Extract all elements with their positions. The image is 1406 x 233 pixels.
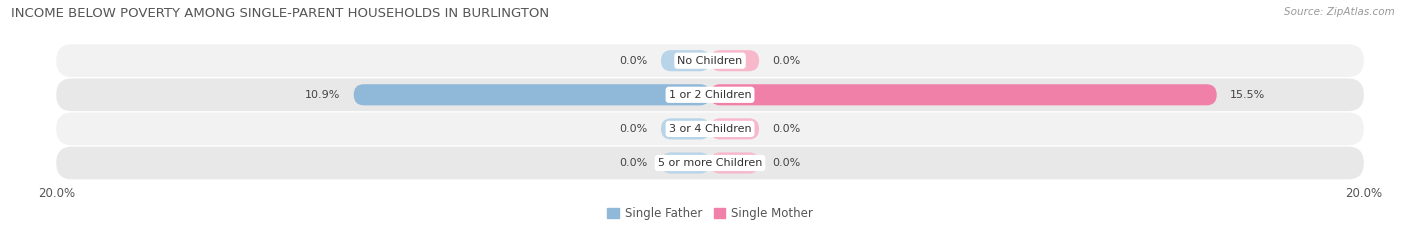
Text: 15.5%: 15.5% — [1230, 90, 1265, 100]
Text: 0.0%: 0.0% — [772, 56, 800, 66]
Legend: Single Father, Single Mother: Single Father, Single Mother — [602, 202, 818, 225]
Text: 0.0%: 0.0% — [772, 124, 800, 134]
Text: 0.0%: 0.0% — [620, 124, 648, 134]
FancyBboxPatch shape — [661, 118, 710, 140]
Text: 10.9%: 10.9% — [305, 90, 340, 100]
Text: 0.0%: 0.0% — [620, 158, 648, 168]
Text: INCOME BELOW POVERTY AMONG SINGLE-PARENT HOUSEHOLDS IN BURLINGTON: INCOME BELOW POVERTY AMONG SINGLE-PARENT… — [11, 7, 550, 20]
FancyBboxPatch shape — [56, 113, 1364, 145]
FancyBboxPatch shape — [710, 152, 759, 174]
Text: 1 or 2 Children: 1 or 2 Children — [669, 90, 751, 100]
Text: Source: ZipAtlas.com: Source: ZipAtlas.com — [1284, 7, 1395, 17]
Text: 5 or more Children: 5 or more Children — [658, 158, 762, 168]
FancyBboxPatch shape — [710, 118, 759, 140]
FancyBboxPatch shape — [56, 147, 1364, 179]
FancyBboxPatch shape — [710, 84, 1216, 105]
FancyBboxPatch shape — [710, 50, 759, 71]
FancyBboxPatch shape — [354, 84, 710, 105]
Text: 0.0%: 0.0% — [620, 56, 648, 66]
FancyBboxPatch shape — [661, 152, 710, 174]
FancyBboxPatch shape — [56, 79, 1364, 111]
Text: 3 or 4 Children: 3 or 4 Children — [669, 124, 751, 134]
FancyBboxPatch shape — [56, 44, 1364, 77]
Text: No Children: No Children — [678, 56, 742, 66]
Text: 0.0%: 0.0% — [772, 158, 800, 168]
FancyBboxPatch shape — [661, 50, 710, 71]
